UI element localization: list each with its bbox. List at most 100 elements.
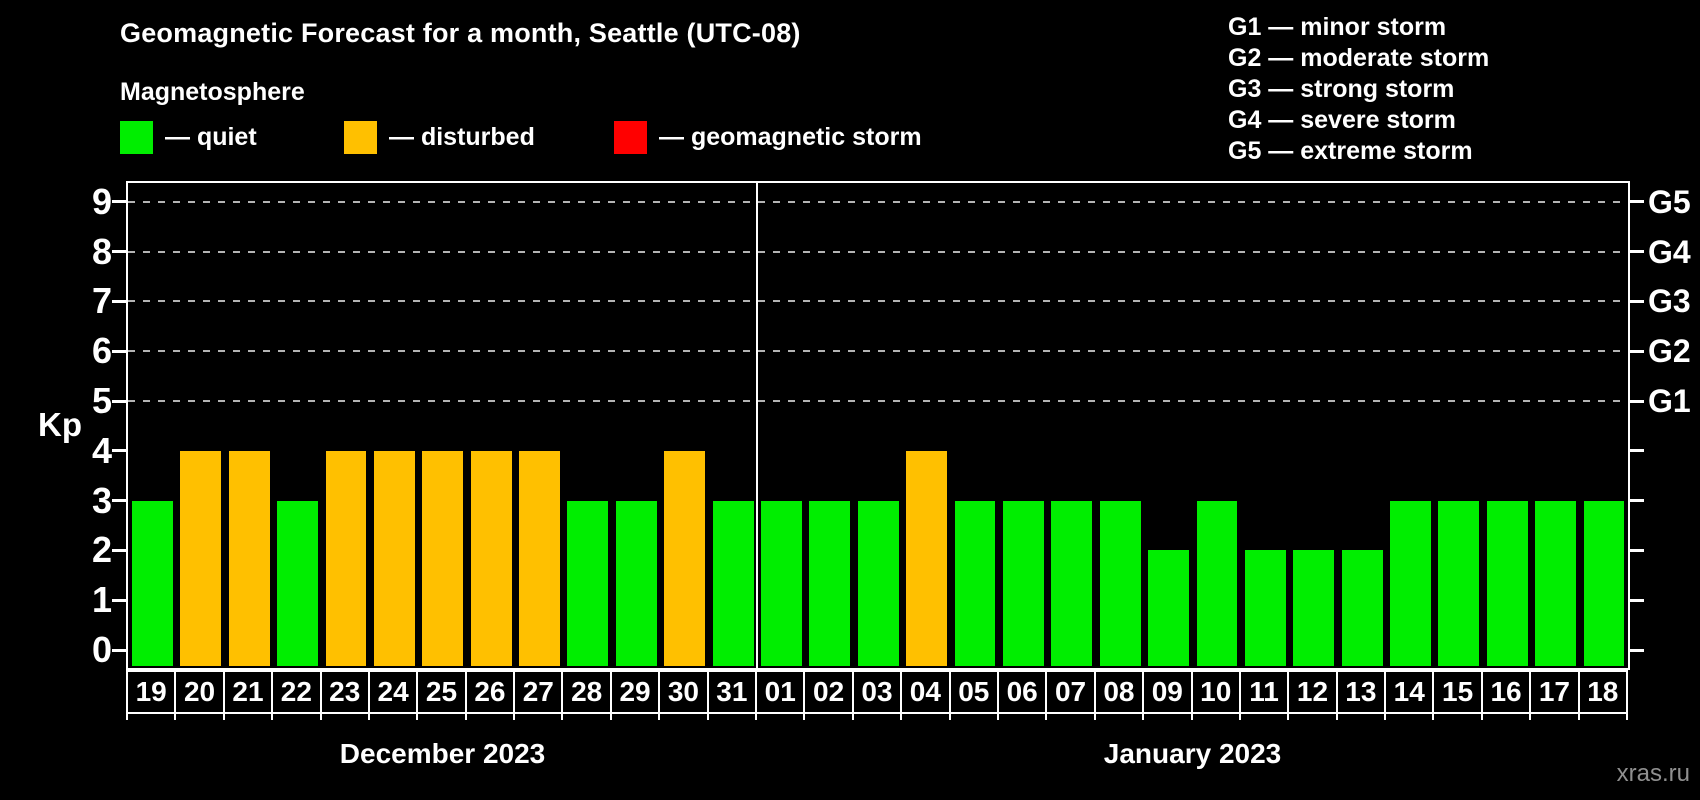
date-label-09: 09 xyxy=(1142,670,1193,714)
date-label-02: 02 xyxy=(803,670,854,714)
date-row-tick xyxy=(996,714,999,720)
y-axis-tick-label-9: 9 xyxy=(91,180,112,222)
g-scale-label-G1: G1 xyxy=(1648,383,1691,419)
kp-bar-23 xyxy=(325,450,367,666)
date-label-14: 14 xyxy=(1384,670,1435,714)
g-scale-label-G4: G4 xyxy=(1648,233,1691,270)
date-label-19: 19 xyxy=(126,670,177,714)
date-label-10: 10 xyxy=(1190,670,1241,714)
date-row-tick xyxy=(1287,714,1290,720)
y-axis-tick-label-1: 1 xyxy=(91,579,112,621)
kp-bar-05 xyxy=(954,500,996,666)
kp-bar-12 xyxy=(1293,550,1335,666)
date-label-26: 26 xyxy=(464,670,516,714)
storm-scale-item: G2 — moderate storm xyxy=(1228,44,1490,72)
date-label-31: 31 xyxy=(706,670,758,714)
quiet-color-swatch xyxy=(120,121,153,154)
date-row-tick xyxy=(706,714,709,720)
chart-title: Geomagnetic Forecast for a month, Seattl… xyxy=(120,18,801,48)
date-row-tick xyxy=(1577,714,1580,720)
right-axis-tick-4 xyxy=(1630,449,1644,453)
date-row-tick xyxy=(1238,714,1241,720)
gridline-kp6 xyxy=(128,350,1628,353)
kp-bar-09 xyxy=(1148,550,1189,666)
kp-bar-28 xyxy=(567,500,609,666)
legend-label-storm: — geomagnetic storm xyxy=(659,123,922,151)
storm-color-swatch xyxy=(614,121,647,154)
legend-label-quiet: — quiet xyxy=(165,123,257,151)
right-axis-tick-8 xyxy=(1630,250,1644,254)
y-axis-tick-label-0: 0 xyxy=(91,629,112,670)
kp-bar-18 xyxy=(1583,500,1625,666)
y-axis-tick-7 xyxy=(112,299,126,303)
date-label-06: 06 xyxy=(996,670,1048,714)
date-row-tick xyxy=(319,714,322,720)
kp-bar-15 xyxy=(1438,500,1480,666)
date-row-tick xyxy=(1529,714,1532,720)
date-label-22: 22 xyxy=(271,670,322,714)
storm-scale-item: G3 — strong storm xyxy=(1228,75,1455,103)
kp-bar-26 xyxy=(470,450,512,666)
date-label-24: 24 xyxy=(367,670,419,714)
date-row-tick xyxy=(1093,714,1096,720)
right-axis-tick-7 xyxy=(1630,299,1644,303)
y-axis-tick-1 xyxy=(112,598,126,602)
date-row-tick xyxy=(222,714,225,720)
date-label-20: 20 xyxy=(174,670,225,714)
date-row-tick xyxy=(416,714,419,720)
date-row-tick xyxy=(1480,714,1483,720)
kp-bar-27 xyxy=(519,450,560,666)
storm-scale-item: G4 — severe storm xyxy=(1228,106,1456,134)
disturbed-color-swatch xyxy=(344,121,377,154)
kp-bar-10 xyxy=(1196,500,1238,666)
date-label-04: 04 xyxy=(900,670,951,714)
date-row-tick xyxy=(755,714,758,720)
date-row-tick xyxy=(948,714,951,720)
g-scale-label-G3: G3 xyxy=(1648,283,1691,320)
kp-bar-04 xyxy=(906,450,948,666)
storm-scale-item: G5 — extreme storm xyxy=(1228,137,1473,165)
date-label-07: 07 xyxy=(1045,670,1096,714)
legend-item-disturbed: — disturbed xyxy=(344,121,535,154)
y-axis-tick-0 xyxy=(112,648,126,652)
month-label-december: December 2023 xyxy=(339,738,546,769)
magnetosphere-label: Magnetosphere xyxy=(120,78,305,106)
kp-bar-17 xyxy=(1535,500,1577,666)
gridline-kp7 xyxy=(128,300,1628,303)
g-scale-label-G2: G2 xyxy=(1648,333,1691,370)
g-scale-label-G5: G5 xyxy=(1648,183,1691,220)
date-row-tick xyxy=(271,714,274,720)
date-label-23: 23 xyxy=(319,670,370,714)
month-label-january: January 2023 xyxy=(1103,738,1282,769)
date-row-tick xyxy=(1335,714,1338,720)
kp-bar-03 xyxy=(857,500,899,666)
date-row-tick xyxy=(1190,714,1193,720)
date-label-18: 18 xyxy=(1577,670,1628,714)
date-label-12: 12 xyxy=(1287,670,1338,714)
right-axis-tick-5 xyxy=(1630,399,1644,403)
right-axis-tick-2 xyxy=(1630,548,1644,552)
gridline-kp5 xyxy=(128,400,1628,402)
date-label-16: 16 xyxy=(1480,670,1532,714)
kp-bar-13 xyxy=(1341,550,1383,666)
kp-bar-01 xyxy=(761,500,802,666)
right-axis-tick-9 xyxy=(1630,200,1644,204)
y-axis-tick-2 xyxy=(112,548,126,552)
date-row-tick xyxy=(900,714,903,720)
date-label-27: 27 xyxy=(513,670,564,714)
watermark: xras.ru xyxy=(1616,760,1690,787)
date-row-tick xyxy=(1045,714,1048,720)
y-axis-tick-9 xyxy=(112,200,126,204)
kp-bar-19 xyxy=(132,500,173,666)
date-row-tick xyxy=(1384,714,1387,720)
kp-bar-20 xyxy=(180,450,222,666)
y-axis-tick-3 xyxy=(112,499,126,503)
y-axis-tick-label-7: 7 xyxy=(91,280,112,322)
date-row-tick xyxy=(126,714,128,720)
date-row-tick xyxy=(609,714,612,720)
legend-label-disturbed: — disturbed xyxy=(389,123,535,151)
date-label-13: 13 xyxy=(1335,670,1387,714)
right-axis-tick-3 xyxy=(1630,499,1644,503)
y-axis-title: Kp xyxy=(38,406,82,443)
